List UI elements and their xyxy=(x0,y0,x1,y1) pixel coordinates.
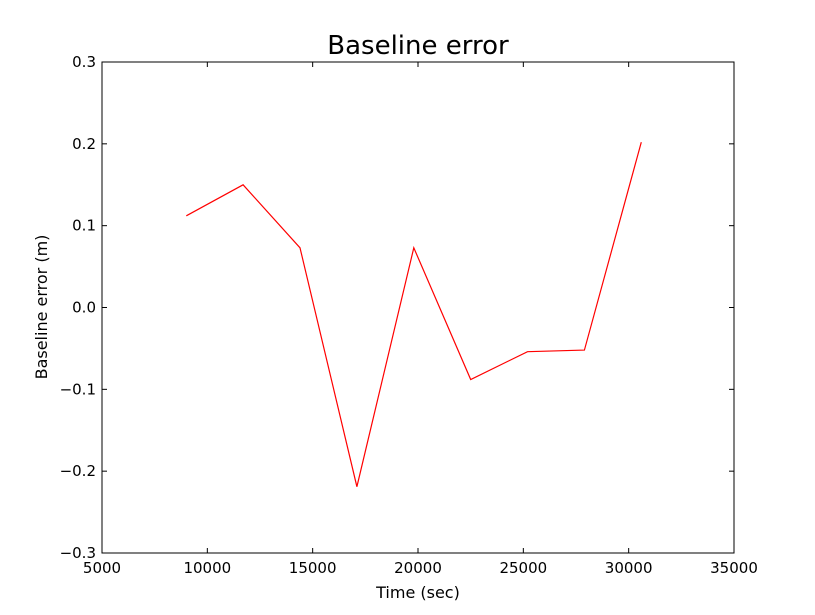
y-tick-label: 0.0 xyxy=(72,299,96,317)
ticks-layer: 5000 10000 15000 20000 25000 30000 35000 −0.3 −0… xyxy=(60,53,758,577)
y-tick-label: 0.1 xyxy=(72,217,96,235)
y-tick-label: 0.3 xyxy=(72,53,96,71)
series-layer xyxy=(186,142,642,487)
x-axis-label: Time (sec) xyxy=(375,583,460,602)
x-tick-label: 20000 xyxy=(394,559,442,577)
series-line xyxy=(186,142,642,487)
y-tick-label: −0.1 xyxy=(60,380,96,398)
x-tick-label: 25000 xyxy=(499,559,547,577)
y-tick-label: 0.2 xyxy=(72,135,96,153)
x-tick-label: 10000 xyxy=(183,559,231,577)
y-tick-label: −0.2 xyxy=(60,462,96,480)
x-tick-label: 35000 xyxy=(710,559,758,577)
x-tick-label: 30000 xyxy=(605,559,653,577)
plot-area-frame xyxy=(101,61,735,554)
y-axis-label: Baseline error (m) xyxy=(32,235,51,380)
x-tick-label: 5000 xyxy=(83,559,121,577)
y-tick-label: −0.3 xyxy=(60,544,96,562)
chart-title: Baseline error xyxy=(327,31,509,61)
x-tick-label: 15000 xyxy=(289,559,337,577)
